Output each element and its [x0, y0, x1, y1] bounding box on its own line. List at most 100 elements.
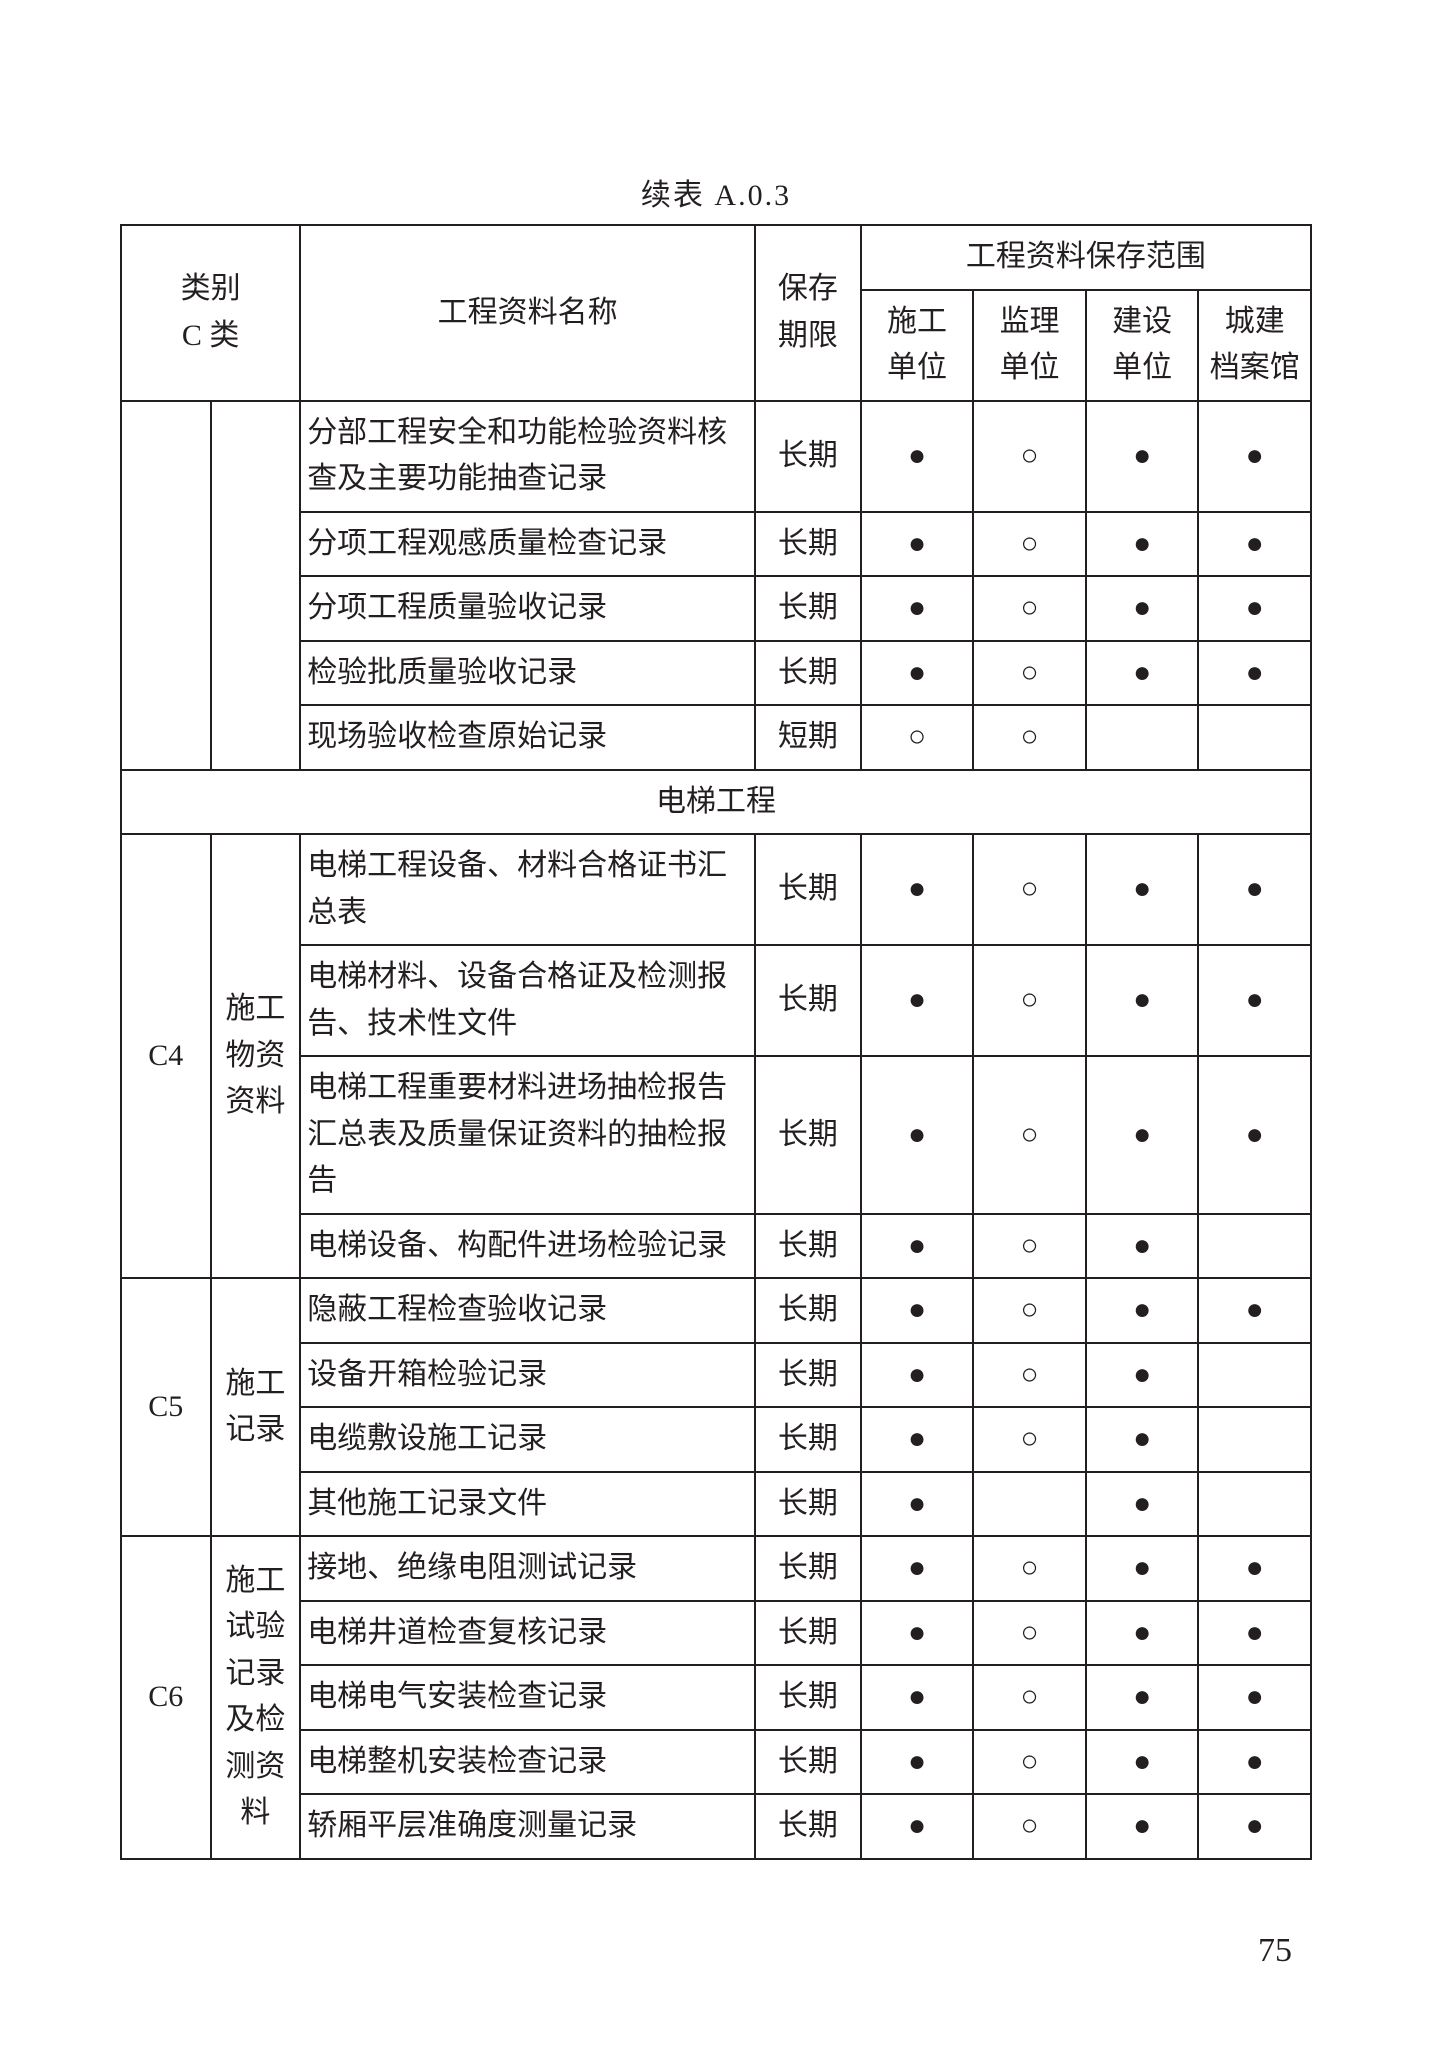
cell-mark: ○: [973, 576, 1086, 641]
cell-period: 长期: [755, 401, 861, 512]
cell-mark: ●: [861, 1730, 974, 1795]
table-row: 分部工程安全和功能检验资料核查及主要功能抽查记录长期●○●●: [121, 401, 1311, 512]
cell-mark: ●: [1198, 834, 1311, 945]
cell-mark: ●: [1086, 1407, 1199, 1472]
table-row: 电梯材料、设备合格证及检测报告、技术性文件长期●○●●: [121, 945, 1311, 1056]
cell-period: 长期: [755, 1056, 861, 1214]
header-scope-col-0: 施工单位: [861, 290, 974, 401]
cell-mark: ●: [1198, 1730, 1311, 1795]
main-table: 类别C 类工程资料名称保存期限工程资料保存范围施工单位监理单位建设单位城建档案馆…: [120, 224, 1312, 1860]
cell-name: 电梯井道检查复核记录: [300, 1601, 755, 1666]
cell-mark: ●: [1198, 1794, 1311, 1859]
cell-mark: ●: [861, 401, 974, 512]
cell-mark: ○: [973, 1665, 1086, 1730]
table-row: 设备开箱检验记录长期●○●: [121, 1343, 1311, 1408]
cell-mark: ○: [973, 705, 1086, 770]
cell-mark: ●: [1086, 1794, 1199, 1859]
cell-mark: ●: [1198, 1665, 1311, 1730]
cell-mark: ●: [861, 512, 974, 577]
cell-mark: ●: [861, 576, 974, 641]
cell-name: 分项工程观感质量检查记录: [300, 512, 755, 577]
cell-mark: ●: [861, 1214, 974, 1279]
cell-mark: ○: [973, 1730, 1086, 1795]
table-caption: 续表 A.0.3: [120, 170, 1312, 214]
cell-sub: 施工记录: [211, 1278, 301, 1536]
table-row: 分项工程观感质量检查记录长期●○●●: [121, 512, 1311, 577]
table-row: 电梯电气安装检查记录长期●○●●: [121, 1665, 1311, 1730]
cell-mark: ○: [973, 834, 1086, 945]
cell-mark: ●: [1086, 834, 1199, 945]
cell-mark: ●: [861, 1278, 974, 1343]
table-row: 其他施工记录文件长期●●: [121, 1472, 1311, 1537]
cell-name: 电梯电气安装检查记录: [300, 1665, 755, 1730]
cell-mark: ●: [861, 1794, 974, 1859]
cell-mark: ●: [1086, 401, 1199, 512]
cell-mark: [1198, 1214, 1311, 1279]
cell-name: 电梯设备、构配件进场检验记录: [300, 1214, 755, 1279]
header-scope-col-2: 建设单位: [1086, 290, 1199, 401]
cell-name: 轿厢平层准确度测量记录: [300, 1794, 755, 1859]
cell-mark: ●: [1086, 1343, 1199, 1408]
cell-mark: [1086, 705, 1199, 770]
header-name: 工程资料名称: [300, 225, 755, 401]
cell-name: 分项工程质量验收记录: [300, 576, 755, 641]
cell-period: 长期: [755, 1536, 861, 1601]
cell-cat: C5: [121, 1278, 211, 1536]
cell-mark: ●: [1086, 1214, 1199, 1279]
cell-period: 长期: [755, 1730, 861, 1795]
table-row: C4施工物资资料电梯工程设备、材料合格证书汇总表长期●○●●: [121, 834, 1311, 945]
cell-mark: ●: [1198, 1601, 1311, 1666]
cell-mark: ○: [973, 945, 1086, 1056]
cell-period: 长期: [755, 945, 861, 1056]
cell-mark: [1198, 1407, 1311, 1472]
cell-name: 电梯材料、设备合格证及检测报告、技术性文件: [300, 945, 755, 1056]
cell-cat: C6: [121, 1536, 211, 1859]
cell-name: 电梯工程重要材料进场抽检报告汇总表及质量保证资料的抽检报告: [300, 1056, 755, 1214]
table-row: 电梯井道检查复核记录长期●○●●: [121, 1601, 1311, 1666]
cell-mark: ●: [1086, 1730, 1199, 1795]
cell-mark: ●: [861, 1665, 974, 1730]
cell-mark: [973, 1472, 1086, 1537]
cell-mark: ○: [973, 401, 1086, 512]
table-row: 电梯设备、构配件进场检验记录长期●○●: [121, 1214, 1311, 1279]
table-row: 电缆敷设施工记录长期●○●: [121, 1407, 1311, 1472]
cell-mark: ●: [1086, 1601, 1199, 1666]
cell-period: 长期: [755, 1472, 861, 1537]
cell-name: 电缆敷设施工记录: [300, 1407, 755, 1472]
cell-period: 长期: [755, 512, 861, 577]
header-category: 类别C 类: [121, 225, 300, 401]
cell-period: 长期: [755, 1343, 861, 1408]
cell-mark: ●: [1086, 1472, 1199, 1537]
section-title-row: 电梯工程: [121, 770, 1311, 835]
cell-name: 电梯整机安装检查记录: [300, 1730, 755, 1795]
cell-name: 其他施工记录文件: [300, 1472, 755, 1537]
cell-period: 长期: [755, 1665, 861, 1730]
cell-mark: ●: [1086, 1536, 1199, 1601]
header-scope-group: 工程资料保存范围: [861, 225, 1311, 290]
cell-mark: ○: [861, 705, 974, 770]
cell-mark: ○: [973, 512, 1086, 577]
cell-name: 设备开箱检验记录: [300, 1343, 755, 1408]
cell-mark: ●: [1198, 1056, 1311, 1214]
header-scope-col-3: 城建档案馆: [1198, 290, 1311, 401]
page: 续表 A.0.3 类别C 类工程资料名称保存期限工程资料保存范围施工单位监理单位…: [0, 0, 1432, 2048]
cell-mark: ○: [973, 1056, 1086, 1214]
page-number: 75: [1258, 1932, 1292, 1970]
cell-period: 长期: [755, 576, 861, 641]
cell-mark: ○: [973, 1214, 1086, 1279]
table-row: 电梯工程重要材料进场抽检报告汇总表及质量保证资料的抽检报告长期●○●●: [121, 1056, 1311, 1214]
cell-sub: 施工物资资料: [211, 834, 301, 1278]
cell-mark: ○: [973, 1536, 1086, 1601]
cell-mark: ●: [861, 1056, 974, 1214]
header-scope-col-1: 监理单位: [973, 290, 1086, 401]
cell-period: 长期: [755, 1214, 861, 1279]
cell-period: 长期: [755, 1601, 861, 1666]
table-row: 轿厢平层准确度测量记录长期●○●●: [121, 1794, 1311, 1859]
section-title-cell: 电梯工程: [121, 770, 1311, 835]
cell-mark: ●: [861, 1343, 974, 1408]
cell-mark: ●: [1198, 1278, 1311, 1343]
cell-mark: ○: [973, 1601, 1086, 1666]
cell-mark: ●: [1198, 1536, 1311, 1601]
cell-cat-blank: [121, 401, 211, 770]
table-row: C5施工记录隐蔽工程检查验收记录长期●○●●: [121, 1278, 1311, 1343]
